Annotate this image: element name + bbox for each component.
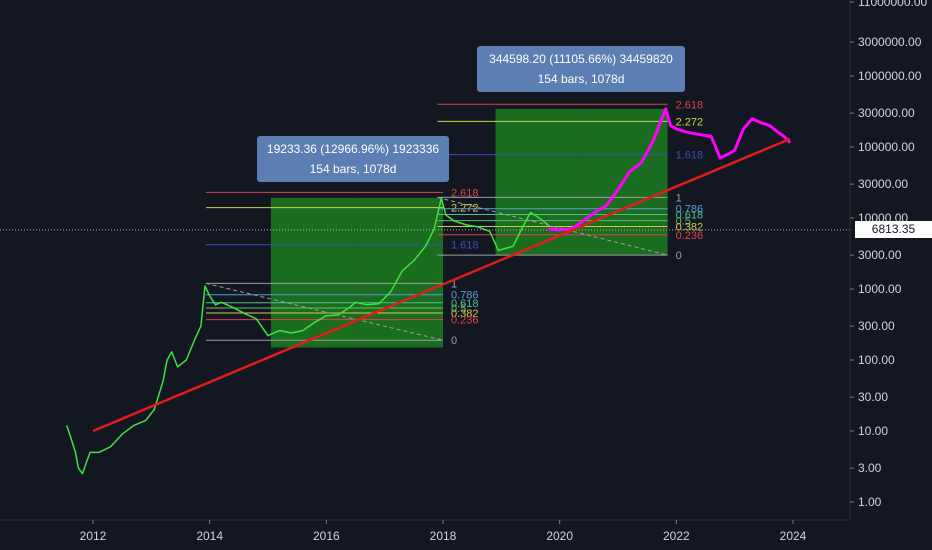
y-tick-label: 11000000.00 <box>858 0 928 9</box>
y-tick-label: 1.00 <box>858 495 882 509</box>
fib-level-label: 0.786 <box>451 290 479 302</box>
trendline <box>92 137 791 433</box>
current-price-label: 6813.35 <box>855 221 932 239</box>
fib-diagonal <box>205 282 444 341</box>
measure-callout-1: 19233.36 (12966.96%) 1923336 154 bars, 1… <box>257 136 449 182</box>
callout-2-line1: 344598.20 (11105.66%) 34459820 <box>489 52 673 66</box>
fib-level-label: 2.272 <box>676 116 704 128</box>
y-tick-label: 1000.00 <box>858 282 902 296</box>
fib-level-layer: 2.6182.2721.61810.7860.6180.50.3820.2360… <box>205 99 704 347</box>
x-tick-label: 2020 <box>546 529 573 543</box>
fib-level-label: 0.618 <box>676 210 704 222</box>
x-tick-label: 2022 <box>663 529 690 543</box>
x-tick-label: 2012 <box>80 529 107 543</box>
y-tick-label: 100000.00 <box>858 140 915 154</box>
fib-level-label: 0.5 <box>676 216 691 228</box>
y-tick-label: 30000.00 <box>858 177 908 191</box>
historical-price-series <box>65 197 549 475</box>
y-tick-label: 30.00 <box>858 390 888 404</box>
fib-diagonal <box>437 196 668 256</box>
callout-1-line2: 154 bars, 1078d <box>309 162 397 176</box>
projection-price-series <box>547 107 792 232</box>
y-tick-label: 100.00 <box>858 353 895 367</box>
fib-level-label: 1.618 <box>676 150 704 162</box>
callout-1-line1: 19233.36 (12966.96%) 1923336 <box>266 142 440 156</box>
fib-box-layer <box>270 108 668 348</box>
fib-level-label: 0.786 <box>676 204 704 216</box>
x-tick-label: 2014 <box>196 529 223 543</box>
fib-level-label: 1 <box>676 192 682 204</box>
fib-level-label: 0.5 <box>451 303 466 315</box>
measure-callout-2: 344598.20 (11105.66%) 34459820 154 bars,… <box>477 46 685 92</box>
fib-level-label: 0.236 <box>451 315 479 327</box>
y-tick-label: 3000000.00 <box>858 35 922 49</box>
price-axis-panel <box>850 0 932 550</box>
fib-level-label: 0.382 <box>451 308 479 320</box>
callout-2-line2: 154 bars, 1078d <box>537 72 625 86</box>
series-layer <box>0 107 850 475</box>
fib-level-label: 0 <box>676 250 682 262</box>
y-tick-label: 300000.00 <box>858 106 915 120</box>
fib-level-label: 0 <box>451 335 457 347</box>
y-tick-label: 1000000.00 <box>858 69 922 83</box>
fib-level-label: 2.618 <box>451 187 479 199</box>
y-tick-label: 10.00 <box>858 424 888 438</box>
x-tick-label: 2024 <box>780 529 807 543</box>
y-tick-label: 3.00 <box>858 461 882 475</box>
x-tick-label: 2018 <box>430 529 457 543</box>
fib-level-label: 0.236 <box>676 230 704 242</box>
x-tick-label: 2016 <box>313 529 340 543</box>
fib-level-label: 0.618 <box>451 298 479 310</box>
fib-level-label: 1 <box>451 278 457 290</box>
fib-level-label: 1.618 <box>451 240 479 252</box>
fib-level-label: 0.382 <box>676 221 704 233</box>
fib-level-label: 2.618 <box>676 99 704 111</box>
y-tick-label: 3000.00 <box>858 248 902 262</box>
y-tick-label: 300.00 <box>858 319 895 333</box>
